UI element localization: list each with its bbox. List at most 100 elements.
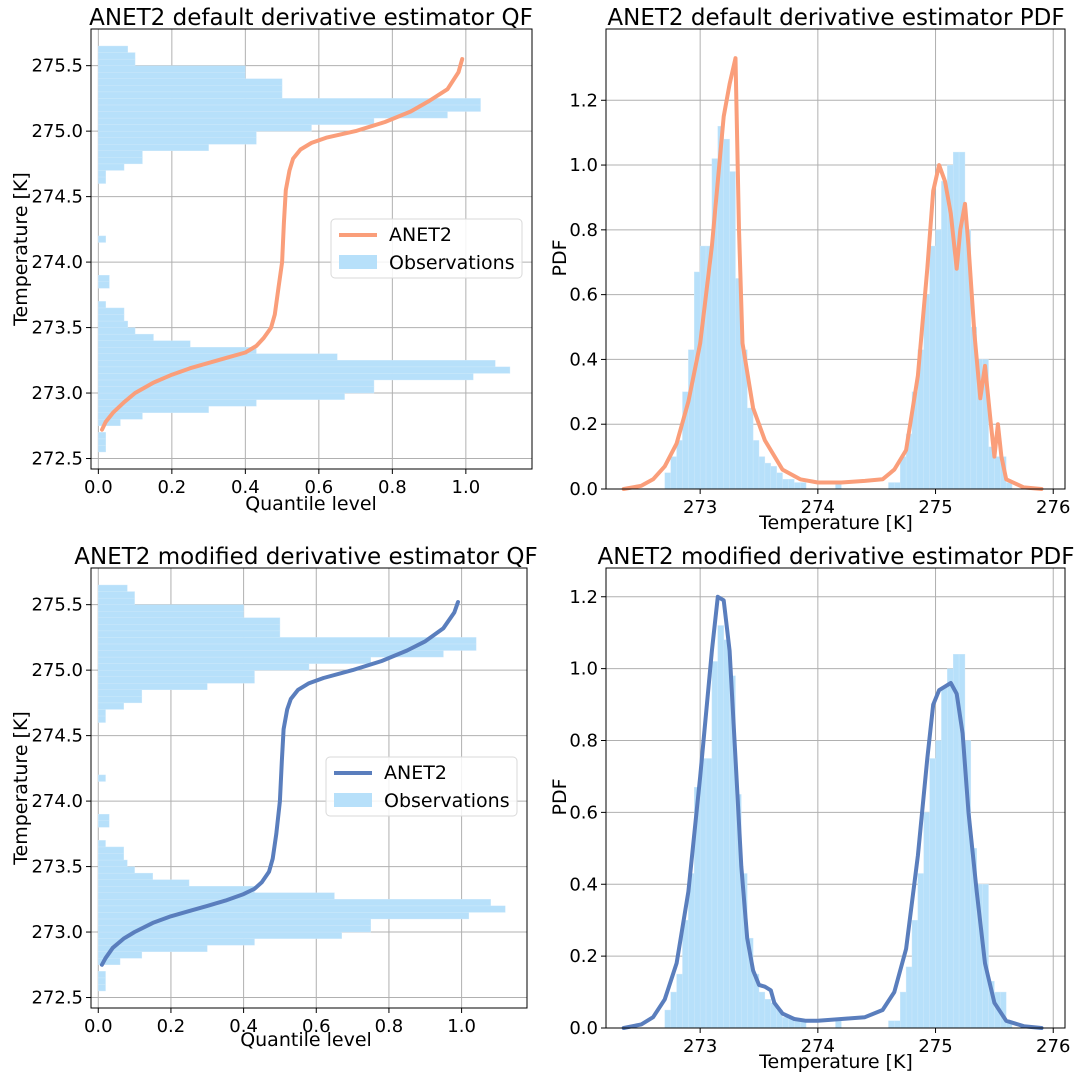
histogram-bar <box>98 366 511 374</box>
histogram-bar <box>98 637 477 645</box>
histogram-bar <box>952 151 960 490</box>
histogram-bar <box>98 774 106 782</box>
histogram-bar <box>98 846 124 854</box>
histogram-bar <box>794 1020 801 1029</box>
plot-area-tl: 0.0 0.2 0.4 0.6 0.8 1.0 272.5 273.0 273.5 274.0 27… <box>31 28 533 498</box>
y-tick-label: 0.4 <box>569 874 598 895</box>
histogram-bar <box>905 966 913 1029</box>
histogram-bar <box>923 812 930 1029</box>
histogram-bar <box>98 150 143 158</box>
y-tick-label: 275.5 <box>31 595 83 616</box>
histogram-bar <box>98 58 136 66</box>
histogram-bar <box>98 984 106 992</box>
y-tick-label: 275.0 <box>31 121 83 142</box>
histogram-bar <box>98 971 106 979</box>
y-tick-label: 0.6 <box>569 285 598 306</box>
axes-frame <box>605 28 1066 490</box>
y-tick-label: 272.5 <box>31 988 83 1009</box>
histogram-bar <box>923 294 930 490</box>
x-tick-label: 273 <box>683 1036 717 1057</box>
histogram-bar <box>894 1020 901 1029</box>
histogram-bar <box>723 639 730 1029</box>
x-tick-label: 273 <box>683 497 717 518</box>
y-tick-label: 273.5 <box>31 857 83 878</box>
y-tick-label: 273.5 <box>31 318 83 339</box>
y-axis-label-br: PDF <box>549 778 571 815</box>
histogram-bar <box>676 440 683 490</box>
x-tick-label: 0.0 <box>84 1016 113 1037</box>
histogram-bar <box>98 65 246 73</box>
histogram-bar <box>98 663 310 671</box>
histogram-bar <box>98 912 470 920</box>
panel-tl: ANET2 default derivative estimator QF Qu… <box>10 5 533 515</box>
histogram-bar <box>98 144 209 151</box>
histogram-bar <box>917 873 924 1029</box>
histogram-bar <box>98 301 106 309</box>
histogram-bar <box>98 124 312 132</box>
histogram-bar <box>98 866 135 874</box>
histogram-bar <box>98 373 474 381</box>
y-tick-label: 1.2 <box>569 587 598 608</box>
panel-title-tl: ANET2 default derivative estimator QF <box>89 5 533 31</box>
histogram-bar <box>98 813 110 821</box>
anet2-line <box>621 594 1044 1030</box>
histogram-bar <box>98 85 283 93</box>
y-tick-label: 273.0 <box>31 383 83 404</box>
histogram-bar <box>994 456 1001 490</box>
histogram-bar <box>98 340 191 348</box>
histogram-bar <box>98 432 106 440</box>
histogram-bar <box>682 919 689 1029</box>
histogram-bar <box>98 52 136 60</box>
histogram-bar <box>98 611 244 618</box>
x-tick-label: 276 <box>1036 1036 1070 1057</box>
x-tick-label: 0.0 <box>84 477 113 498</box>
histogram-bar <box>98 892 335 900</box>
histogram-bar <box>98 859 128 867</box>
y-axis-label-bl: Temperature [K] <box>10 711 32 866</box>
histogram-bar <box>98 91 283 99</box>
x-tick-label: 276 <box>1036 497 1070 518</box>
histogram-bar <box>98 117 375 125</box>
histogram-bar <box>782 479 789 490</box>
histogram-bar <box>776 472 783 490</box>
histogram-bar <box>98 840 106 848</box>
histogram-bar <box>98 591 135 599</box>
panel-title-tr: ANET2 default derivative estimator PDF <box>607 5 1064 31</box>
histogram-bar <box>98 683 208 690</box>
x-tick-label: 274 <box>801 497 835 518</box>
histogram-bar <box>98 886 255 893</box>
panel-title-bl: ANET2 modified derivative estimator QF <box>74 544 538 570</box>
panel-br: ANET2 modified derivative estimator PDF … <box>549 544 1074 1073</box>
x-tick-label: 0.4 <box>229 1016 258 1037</box>
x-tick-label: 0.8 <box>378 477 407 498</box>
x-tick-label: 0.6 <box>302 1016 331 1037</box>
histogram-bar <box>98 709 106 717</box>
histogram-bar <box>98 360 496 368</box>
histogram-bar <box>835 1020 842 1029</box>
histogram-bar <box>799 482 807 490</box>
axes-frame <box>605 567 1066 1029</box>
axes-frame <box>90 28 533 470</box>
y-tick-label: 275.5 <box>31 56 83 77</box>
anet2-line <box>99 600 460 967</box>
histogram-bar <box>947 668 954 1029</box>
y-tick-label: 0.4 <box>569 349 598 370</box>
histogram-bar <box>98 676 255 684</box>
histogram-bar <box>941 686 948 1029</box>
histogram-bar <box>788 479 795 490</box>
histogram-bar <box>676 973 683 1029</box>
histogram-bar <box>98 445 106 453</box>
y-tick-label: 274.5 <box>31 726 83 747</box>
histogram-bar <box>98 163 125 171</box>
y-tick-label: 0.2 <box>569 414 598 435</box>
y-tick-label: 274.0 <box>31 252 83 273</box>
histogram-bar <box>98 333 154 341</box>
histogram-bar <box>98 696 143 704</box>
y-tick-label: 274.5 <box>31 187 83 208</box>
histogram-bar <box>723 138 730 490</box>
plot-area-br: 273 274 275 276 0.0 0.2 0.4 0.6 0.8 1.0 1.2 <box>569 567 1070 1057</box>
histogram-bar <box>98 438 106 446</box>
y-tick-label: 273.0 <box>31 922 83 943</box>
legend-bl: ANET2 Observations <box>325 756 518 817</box>
histogram-bar <box>98 235 106 243</box>
